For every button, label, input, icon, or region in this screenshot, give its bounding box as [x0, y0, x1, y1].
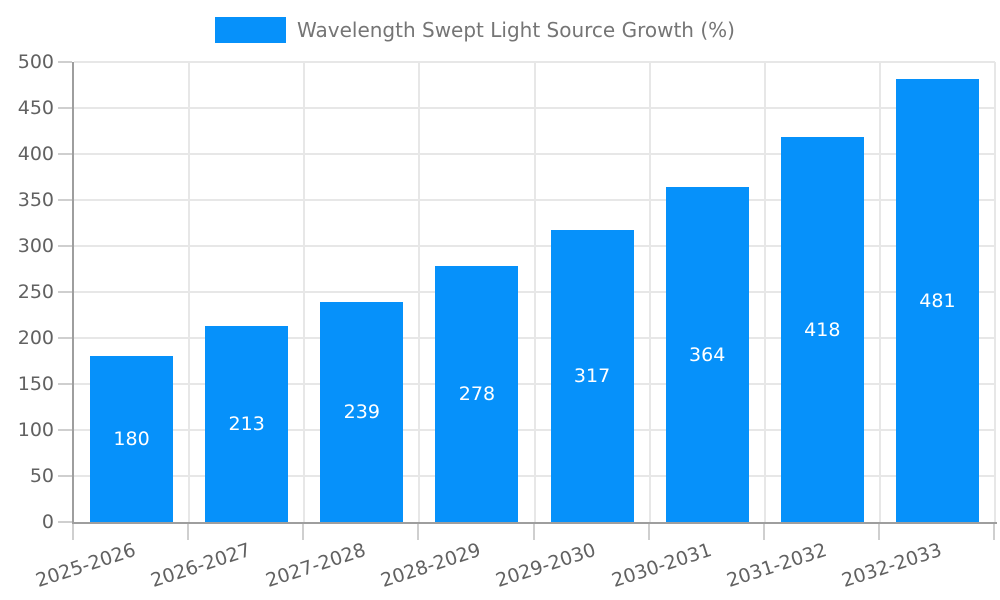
bar: 239 — [320, 302, 404, 522]
bar-value-label: 481 — [919, 289, 956, 312]
x-tick-label: 2025-2026 — [33, 539, 139, 592]
bar-value-label: 213 — [228, 413, 265, 435]
y-tick-label: 300 — [17, 235, 54, 257]
bar: 213 — [205, 326, 289, 522]
v-gridline — [188, 62, 191, 522]
x-tick-label: 2026-2027 — [148, 539, 254, 592]
x-tick-label: 2029-2030 — [493, 539, 599, 592]
y-axis-tick — [58, 337, 72, 339]
bar-value-label: 239 — [343, 401, 380, 424]
legend-swatch — [215, 17, 286, 43]
bar-value-label: 317 — [573, 365, 611, 388]
bar-value-label: 278 — [458, 383, 496, 406]
bar-value-label: 180 — [113, 428, 150, 451]
y-axis-tick — [58, 107, 72, 109]
y-axis-tick — [58, 521, 72, 523]
bar: 481 — [895, 79, 979, 522]
x-axis-tick — [647, 524, 650, 540]
y-axis-tick — [58, 153, 72, 155]
x-axis-tick — [877, 524, 880, 540]
y-axis-tick — [58, 199, 72, 201]
legend: Wavelength Swept Light Source Growth (%) — [215, 17, 735, 43]
x-axis-tick — [993, 524, 995, 540]
v-gridline — [878, 62, 881, 522]
y-axis-tick — [58, 291, 72, 293]
v-gridline — [533, 62, 536, 522]
y-tick-label: 200 — [17, 327, 54, 349]
y-axis-tick — [58, 429, 72, 431]
y-tick-label: 450 — [17, 97, 54, 119]
y-axis-tick — [58, 383, 72, 385]
v-gridline — [763, 62, 766, 522]
bar: 364 — [665, 187, 749, 522]
y-tick-label: 400 — [17, 143, 54, 165]
y-axis-line — [72, 62, 74, 524]
x-axis-tick — [187, 524, 190, 540]
y-tick-label: 0 — [41, 511, 54, 533]
x-tick-label: 2027-2028 — [263, 539, 369, 592]
x-axis-tick — [762, 524, 765, 540]
bar: 418 — [780, 137, 864, 522]
y-tick-label: 50 — [29, 465, 54, 487]
bar: 180 — [90, 356, 174, 522]
y-tick-label: 150 — [17, 373, 54, 395]
bar-value-label: 418 — [804, 318, 841, 341]
v-gridline — [994, 62, 996, 522]
x-axis-tick — [417, 524, 420, 540]
legend-label: Wavelength Swept Light Source Growth (%) — [297, 18, 735, 42]
bar: 317 — [550, 230, 634, 522]
bar: 278 — [435, 266, 519, 522]
x-tick-label: 2030-2031 — [608, 539, 714, 592]
x-axis-tick — [302, 524, 305, 540]
x-axis-line — [72, 522, 997, 524]
bar-value-label: 364 — [689, 343, 726, 366]
y-tick-label: 100 — [17, 419, 54, 441]
x-tick-label: 2032-2033 — [838, 539, 945, 592]
y-tick-label: 500 — [17, 51, 54, 73]
x-axis-tick — [532, 524, 535, 540]
x-tick-label: 2028-2029 — [378, 539, 484, 592]
y-tick-label: 350 — [17, 189, 54, 211]
v-gridline — [303, 62, 306, 522]
v-gridline — [648, 62, 651, 522]
v-gridline — [418, 62, 421, 522]
y-axis-tick — [58, 475, 72, 477]
x-tick-label: 2031-2032 — [723, 539, 830, 592]
y-axis-tick — [58, 61, 72, 63]
y-axis-tick — [58, 245, 72, 247]
y-tick-label: 250 — [17, 281, 54, 303]
x-axis-tick — [72, 524, 74, 540]
